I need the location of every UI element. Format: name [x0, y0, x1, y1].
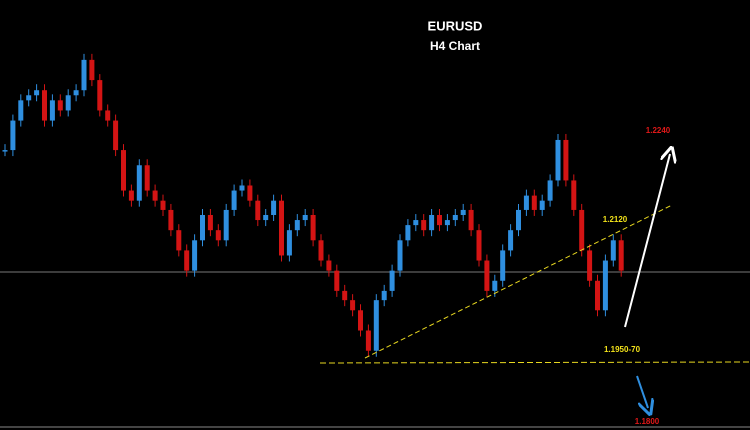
candle-body [500, 250, 506, 281]
support-line [319, 361, 750, 364]
candle-body [437, 215, 442, 226]
candle-body [10, 120, 16, 151]
candle-body [602, 260, 608, 311]
candle-body [302, 215, 308, 221]
candle-body [89, 59, 95, 81]
candle-body [389, 270, 395, 291]
candle-body [168, 209, 174, 231]
candle-body [539, 200, 545, 210]
chart-subtitle: H4 Chart [430, 39, 480, 53]
candle-body [476, 230, 482, 261]
candle-body [571, 180, 577, 210]
candle-body [555, 139, 561, 181]
candle-body [618, 240, 624, 271]
candle-body [460, 209, 466, 215]
candle-body [271, 200, 277, 215]
candle-body [49, 100, 55, 121]
up-arrow [624, 154, 670, 328]
candle-body [373, 300, 379, 351]
candle-body [381, 290, 387, 301]
candle-body [484, 260, 490, 291]
candle-body [579, 209, 585, 251]
candle-body [342, 290, 348, 301]
candle-body [587, 250, 593, 281]
candle-body [444, 220, 450, 226]
candle-body [176, 230, 182, 251]
candle-body [508, 230, 514, 251]
candles [2, 53, 624, 357]
candle-body [413, 220, 419, 226]
candle-body [192, 240, 198, 271]
level-label: 1.2120 [603, 215, 628, 224]
candle-body [547, 180, 553, 201]
candle-body [310, 215, 316, 241]
candle-body [26, 95, 32, 101]
candle-body [57, 100, 63, 111]
candle-body [397, 240, 403, 271]
target-label: 1.1800 [635, 417, 660, 426]
candle-body [247, 185, 253, 201]
candle-body [405, 225, 411, 241]
candle-body [231, 190, 237, 210]
candle-body [73, 90, 79, 96]
candle-body [42, 90, 47, 121]
candle-body [516, 209, 521, 231]
candle-body [531, 195, 537, 210]
candle-body [121, 150, 126, 191]
candle-body [350, 300, 356, 311]
candle-body [429, 215, 435, 231]
candle-body [207, 215, 213, 231]
candle-body [136, 165, 142, 201]
candle-body [563, 139, 569, 181]
candle-body [239, 185, 245, 191]
candle-body [152, 190, 158, 201]
candle-body [255, 200, 261, 221]
candle-body [2, 150, 8, 152]
candle-body [81, 59, 87, 91]
candle-body [200, 215, 205, 241]
candle-body [128, 190, 134, 201]
candle-body [184, 250, 190, 271]
candle-body [215, 230, 221, 241]
candle-body [263, 215, 269, 221]
chart-title: EURUSD [428, 18, 483, 33]
candle-body [105, 110, 111, 121]
candle-body [452, 215, 458, 221]
candle-body [492, 280, 498, 291]
candle-body [334, 270, 340, 291]
candle-body [18, 100, 24, 121]
candle-body [34, 90, 40, 96]
level-label: 1.1950-70 [604, 345, 641, 354]
candle-body [144, 165, 150, 191]
candle-body [286, 230, 292, 256]
candle-body [421, 220, 427, 231]
candle-body [326, 260, 332, 271]
candle-body [595, 280, 600, 311]
candle-body [65, 95, 71, 111]
candle-body [523, 195, 529, 210]
candle-body [365, 330, 371, 351]
candle-body [358, 310, 363, 331]
candle-body [294, 220, 300, 231]
target-label: 1.2240 [646, 126, 671, 135]
candle-body [468, 209, 474, 231]
candle-body [318, 240, 324, 261]
candle-body [113, 120, 119, 151]
candle-body [610, 240, 616, 261]
candle-body [223, 209, 229, 241]
down-arrow [636, 375, 648, 408]
trend-line [364, 204, 673, 359]
candle-body [97, 80, 103, 111]
candle-body [279, 200, 284, 256]
candle-body [160, 200, 166, 210]
